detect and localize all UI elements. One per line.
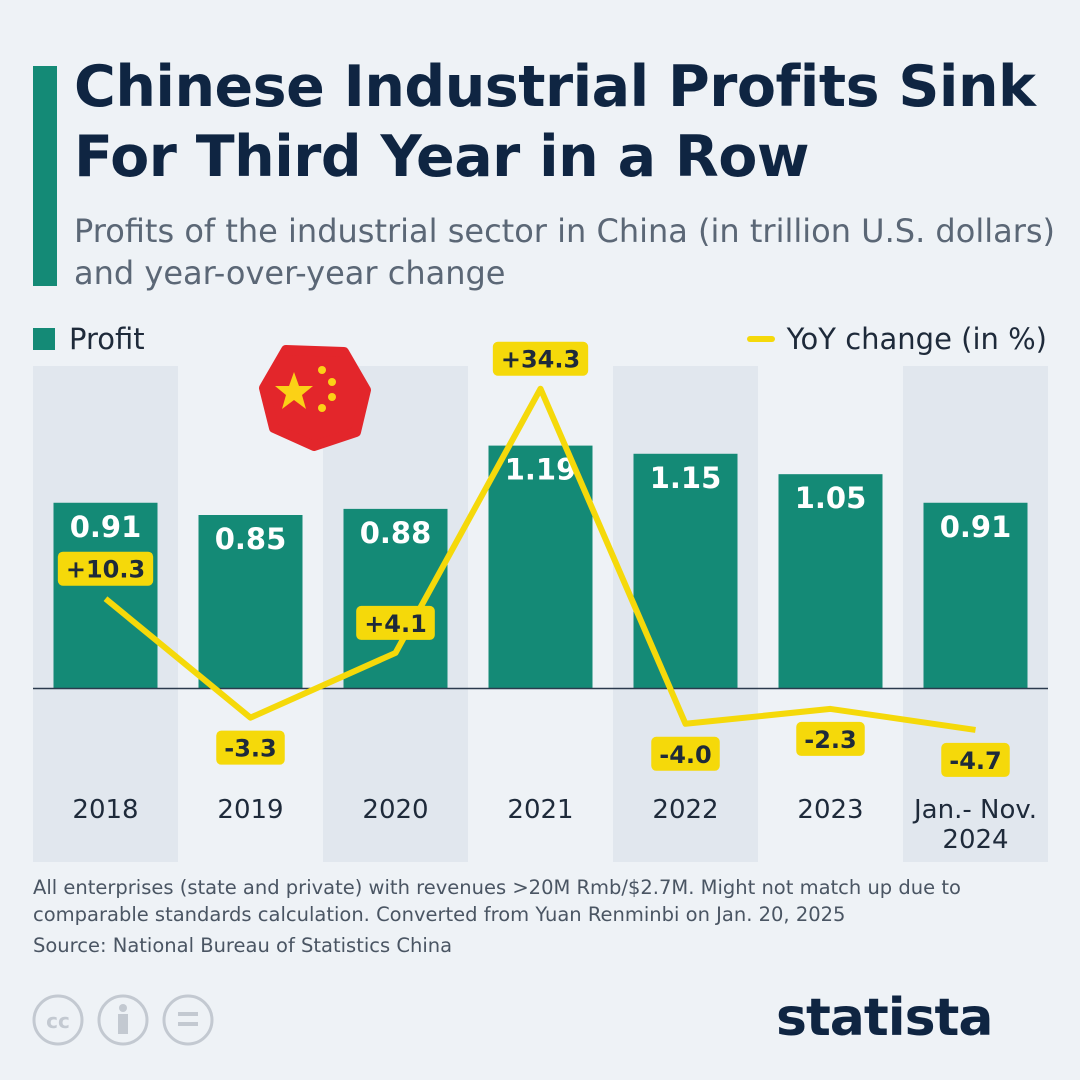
- line-value-label-text: -2.3: [804, 726, 856, 754]
- legend-item: Profit: [33, 322, 145, 356]
- bar-value-label: 0.91: [940, 510, 1012, 544]
- bar-value-label: 1.05: [795, 481, 867, 515]
- label-box: [356, 605, 435, 640]
- x-tick-label: 2023: [797, 795, 864, 825]
- x-tick-label: 2018: [72, 795, 139, 825]
- logo: statista: [776, 988, 993, 1048]
- bar: [778, 474, 883, 689]
- legend-swatch: [746, 336, 775, 342]
- bar: [343, 508, 448, 689]
- bar: [923, 502, 1028, 689]
- line-value-label: +10.3: [57, 551, 154, 586]
- bar-value-label: 1.15: [650, 461, 722, 495]
- bar-value-label: 0.88: [360, 516, 432, 550]
- x-tick-label: 2022: [652, 795, 719, 825]
- source: Source: National Bureau of Statistics Ch…: [33, 934, 453, 957]
- line-value-label: +34.3: [492, 341, 589, 376]
- bar: [198, 515, 303, 689]
- bar-value-label: 1.19: [505, 453, 577, 487]
- accent-bar: [33, 66, 57, 286]
- label-box: [492, 341, 589, 376]
- bar-value-label: 0.91: [70, 510, 142, 544]
- label-box: [941, 742, 1010, 777]
- legend-swatch: [33, 328, 55, 350]
- line-value-label-text: -4.7: [949, 747, 1001, 775]
- line-value-label: -4.0: [651, 736, 720, 771]
- x-tick-label: 2019: [217, 795, 284, 825]
- x-tick-label: 2021: [507, 795, 574, 825]
- x-tick-label: 2020: [362, 795, 429, 825]
- bar-value-label: 0.85: [215, 522, 287, 556]
- line-value-label: -4.7: [941, 742, 1010, 777]
- line-value-label: -2.3: [796, 721, 865, 756]
- x-tick-label: Jan.- Nov. 2024: [914, 795, 1037, 855]
- svg-text:cc: cc: [46, 1009, 70, 1033]
- line-value-label-text: +10.3: [66, 556, 145, 584]
- legend-item: YoY change (in %): [746, 322, 1047, 356]
- flag: [259, 345, 371, 451]
- label-box: [216, 730, 285, 765]
- chart-title: Chinese Industrial Profits Sink For Thir…: [74, 54, 1036, 190]
- line-value-label-text: -4.0: [659, 741, 711, 769]
- license-icons: cc: [32, 994, 214, 1046]
- chart-subtitle: Profits of the industrial sector in Chin…: [74, 212, 1056, 292]
- footnote: All enterprises (state and private) with…: [33, 876, 961, 926]
- legend-label: YoY change (in %): [786, 322, 1047, 356]
- legend-label: Profit: [69, 322, 145, 356]
- line-value-label-text: -3.3: [224, 735, 276, 763]
- line-value-label-text: +4.1: [364, 610, 427, 638]
- label-box: [796, 721, 865, 756]
- line-value-label: +4.1: [356, 605, 435, 640]
- bar: [53, 502, 158, 689]
- label-box: [651, 736, 720, 771]
- line-value-label: -3.3: [216, 730, 285, 765]
- line-value-label-text: +34.3: [501, 346, 580, 374]
- line: [103, 385, 976, 733]
- bar: [488, 445, 593, 689]
- label-box: [57, 551, 154, 586]
